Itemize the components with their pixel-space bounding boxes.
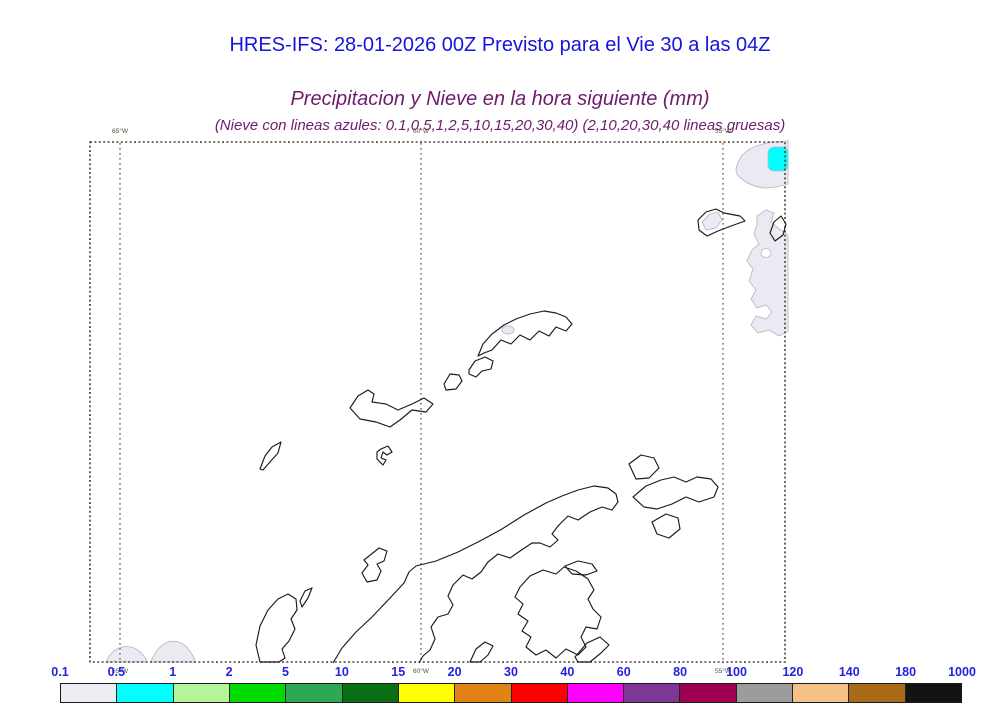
coast-peninsula <box>332 485 619 664</box>
coast-island <box>628 454 660 480</box>
colorbar-label: 30 <box>504 665 518 679</box>
colorbar-label: 5 <box>282 665 289 679</box>
colorbar-label: 0.5 <box>107 665 126 679</box>
colorbar-cell-5 <box>286 684 343 702</box>
colorbar-label: 0.1 <box>51 665 69 679</box>
plot-title: HRES-IFS: 28-01-2026 00Z Previsto para e… <box>229 34 771 56</box>
coast-island <box>651 513 681 539</box>
coast-island <box>376 445 393 466</box>
meridian-label: 55°W <box>715 128 731 135</box>
colorbar-cell-0.1 <box>61 684 118 702</box>
colorbar-label: 1000 <box>948 665 976 679</box>
colorbar-label: 120 <box>782 665 804 679</box>
colorbar-cell-60 <box>624 684 681 702</box>
coast-island <box>361 547 388 583</box>
coast-island <box>769 215 787 242</box>
meridian-gridlines <box>119 143 724 661</box>
colorbar-cell-15 <box>398 684 456 702</box>
colorbar-label: 20 <box>447 665 462 679</box>
colorbar-label: 100 <box>726 665 747 679</box>
coast-island <box>443 373 463 391</box>
coast-island <box>259 441 282 471</box>
meridian-label: 60°W <box>413 128 429 135</box>
colorbar-cell-20 <box>455 684 512 702</box>
precip-patch-small-island <box>701 211 723 231</box>
meridian-label: 65°W <box>112 668 128 675</box>
colorbar-cell-40 <box>567 684 625 702</box>
meridian-label: 55°W <box>715 668 731 675</box>
colorbar-cell-1 <box>173 684 230 702</box>
precip-patch-bottom-left-1 <box>105 646 148 663</box>
colorbar-label: 2 <box>225 665 233 679</box>
meridian-label: 65°W <box>112 128 128 135</box>
precip-patch-king-george <box>501 325 515 335</box>
coast-island <box>469 641 494 663</box>
colorbar-label: 60 <box>616 665 631 679</box>
meridian-label: 60°W <box>413 668 429 675</box>
colorbar-label: 140 <box>838 665 860 679</box>
colorbar-cell-30 <box>511 684 568 702</box>
coast-island <box>697 208 746 237</box>
colorbar-cell-100 <box>736 684 794 702</box>
coastlines <box>255 208 787 664</box>
precipitation-areas <box>105 140 789 663</box>
map-frame <box>89 141 786 663</box>
colorbar-label: 1 <box>169 665 177 679</box>
colorbar-cells <box>60 683 962 703</box>
precip-patch-cyan-core <box>767 146 789 172</box>
coast-island-group <box>564 560 598 576</box>
colorbar-cell-10 <box>342 684 399 702</box>
colorbar-label: 15 <box>391 665 406 679</box>
colorbar-cell-120 <box>793 684 850 702</box>
coast-island <box>574 636 610 663</box>
colorbar-cell-140 <box>849 684 906 702</box>
coast-island <box>349 389 434 428</box>
precip-patch-right-edge <box>746 209 789 337</box>
plot-subtitle: Precipitacion y Nieve en la hora siguien… <box>290 88 710 110</box>
colorbar-cell-0.5 <box>117 684 174 702</box>
colorbar-label: 40 <box>560 665 575 679</box>
colorbar-label: 180 <box>895 665 917 679</box>
coast-island-king-george <box>477 310 573 357</box>
coast-island <box>299 587 313 608</box>
coast-island-group <box>514 566 602 659</box>
coast-island <box>632 476 719 510</box>
colorbar-cell-2 <box>229 684 287 702</box>
precip-patch-bottom-left-2 <box>150 640 196 663</box>
colorbar-label: 10 <box>334 665 349 679</box>
coast-island <box>468 356 494 378</box>
colorbar-label: 80 <box>673 665 688 679</box>
plot-contour-note: (Nieve con lineas azules: 0.1,0.5,1,2,5,… <box>214 117 786 134</box>
colorbar-cell-180 <box>905 684 961 702</box>
colorbar-cell-80 <box>680 684 737 702</box>
coast-island <box>255 593 298 663</box>
precip-hole <box>760 248 772 258</box>
